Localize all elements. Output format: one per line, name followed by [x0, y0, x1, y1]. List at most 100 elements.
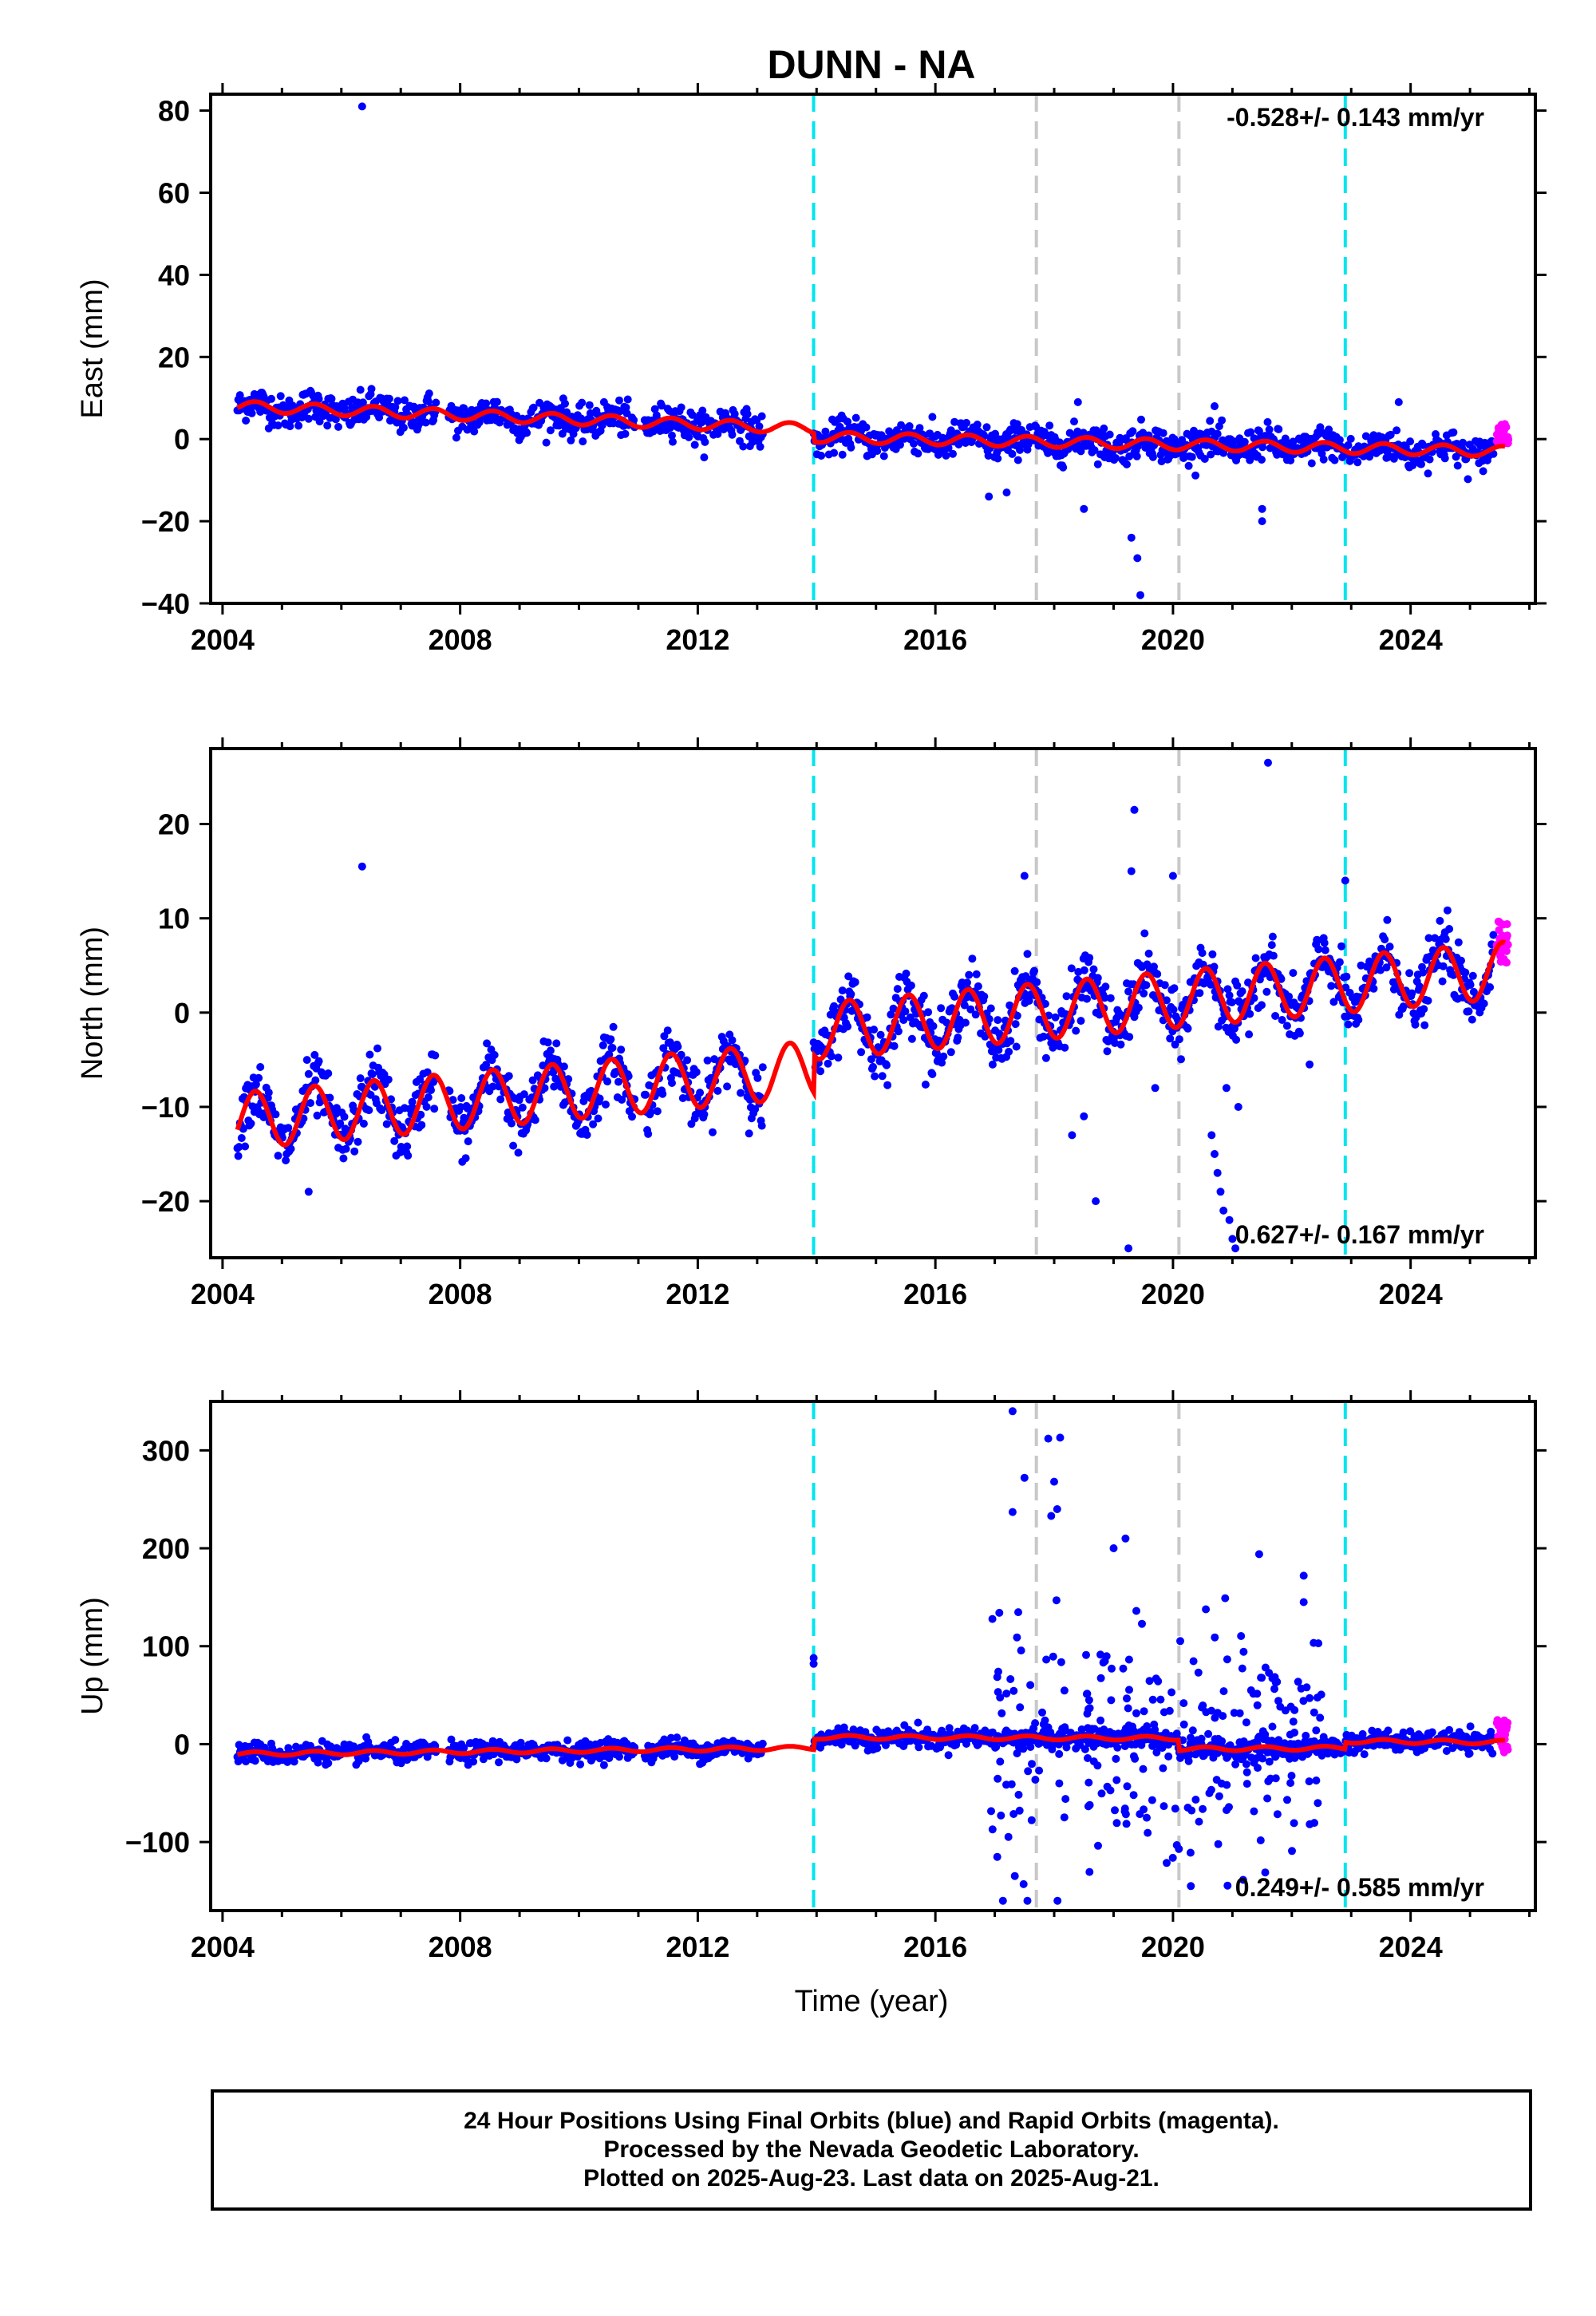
data-point	[624, 1072, 633, 1081]
outlier-point	[1008, 1508, 1017, 1516]
data-point	[1290, 1705, 1299, 1714]
data-point	[1487, 1727, 1495, 1736]
data-point	[1170, 984, 1179, 993]
outlier-point	[1258, 517, 1266, 526]
data-point	[469, 1757, 478, 1766]
panel-1: 2004 2008 2012 2016 2020 2024−20−1001020North…	[76, 737, 1547, 1310]
data-point	[623, 395, 632, 404]
data-point	[1246, 428, 1255, 437]
data-point	[1268, 1722, 1277, 1731]
data-point	[1041, 1053, 1050, 1062]
outlier-point	[1299, 1598, 1308, 1607]
outlier-point	[985, 492, 994, 501]
data-point	[907, 981, 915, 990]
data-point	[1012, 1042, 1021, 1051]
outlier-point	[1044, 1434, 1053, 1443]
data-point	[1112, 1754, 1120, 1763]
data-point	[479, 1755, 488, 1764]
data-point	[650, 405, 659, 413]
data-point	[310, 1050, 319, 1059]
y-tick-label: 20	[158, 341, 190, 373]
data-point	[1424, 469, 1432, 478]
data-point	[608, 1044, 617, 1052]
data-point	[1013, 1011, 1021, 1020]
outlier-point	[1121, 1534, 1130, 1543]
data-point	[1256, 1836, 1265, 1844]
y-tick-label: −40	[141, 587, 190, 620]
data-point	[1405, 969, 1414, 978]
data-point	[496, 1095, 505, 1104]
data-point	[1099, 1658, 1108, 1667]
data-point	[1232, 1035, 1241, 1044]
data-point	[1265, 1669, 1274, 1678]
data-point	[942, 451, 950, 460]
data-point	[869, 1062, 877, 1071]
data-point	[971, 1010, 980, 1019]
panel-2: 2004 2008 2012 2016 2020 2024−1000100200300Up…	[76, 1390, 1547, 1963]
data-point	[1158, 1744, 1167, 1753]
data-point	[1187, 1806, 1196, 1815]
data-point	[332, 1104, 341, 1113]
data-point	[1206, 417, 1215, 425]
data-point	[1353, 458, 1362, 467]
data-point	[1239, 1647, 1248, 1656]
data-point	[924, 1008, 933, 1017]
data-point	[1314, 945, 1323, 954]
data-point	[996, 1694, 1005, 1701]
data-point	[1103, 1782, 1112, 1791]
data-point	[1299, 1697, 1308, 1705]
outlier-point	[1002, 488, 1011, 497]
data-point	[1160, 981, 1169, 990]
data-point	[914, 1718, 922, 1727]
data-point	[1204, 1729, 1213, 1738]
data-point	[251, 1080, 260, 1089]
data-point	[883, 1081, 892, 1089]
data-point	[1011, 1020, 1020, 1029]
data-point	[361, 1754, 370, 1763]
data-point	[1055, 1779, 1064, 1788]
data-point	[1140, 929, 1149, 938]
data-point	[490, 1050, 499, 1059]
data-point	[1148, 453, 1157, 461]
data-point	[427, 1086, 435, 1094]
data-point	[658, 401, 666, 410]
data-point	[284, 1124, 293, 1132]
data-point	[723, 1082, 732, 1091]
data-point	[1080, 966, 1088, 974]
data-point	[929, 1022, 938, 1030]
x-tick-label: 2008	[429, 623, 492, 656]
data-point	[1139, 1765, 1148, 1773]
data-point	[1085, 1867, 1094, 1876]
data-point	[743, 409, 752, 418]
data-point	[1286, 456, 1295, 464]
data-point	[944, 1751, 953, 1760]
data-point	[1169, 1006, 1178, 1014]
data-point	[1424, 934, 1433, 943]
outlier-point	[1124, 1244, 1133, 1253]
data-point	[1420, 1005, 1428, 1014]
data-point	[304, 1069, 313, 1078]
data-point	[1026, 1743, 1035, 1751]
data-point	[603, 1077, 612, 1086]
data-point	[508, 1119, 516, 1128]
data-point	[1238, 1664, 1246, 1673]
data-point	[461, 1154, 470, 1163]
data-point	[432, 398, 440, 407]
data-point	[470, 427, 479, 436]
data-point	[1264, 1777, 1273, 1785]
data-point	[753, 1073, 762, 1082]
data-point	[1131, 1754, 1140, 1763]
data-point	[817, 452, 826, 460]
data-point	[1295, 1029, 1304, 1037]
footer-line-2: Processed by the Nevada Geodetic Laborat…	[603, 2136, 1140, 2163]
data-point	[1163, 1859, 1171, 1867]
data-point	[870, 1026, 879, 1034]
y-tick-label: 0	[174, 1728, 190, 1761]
data-point	[1267, 941, 1276, 950]
data-point	[1053, 1896, 1062, 1905]
data-point	[1274, 425, 1283, 433]
data-point	[1258, 1754, 1267, 1763]
data-point	[998, 1709, 1006, 1717]
x-tick-label: 2016	[903, 623, 967, 656]
data-point	[1225, 1803, 1233, 1812]
